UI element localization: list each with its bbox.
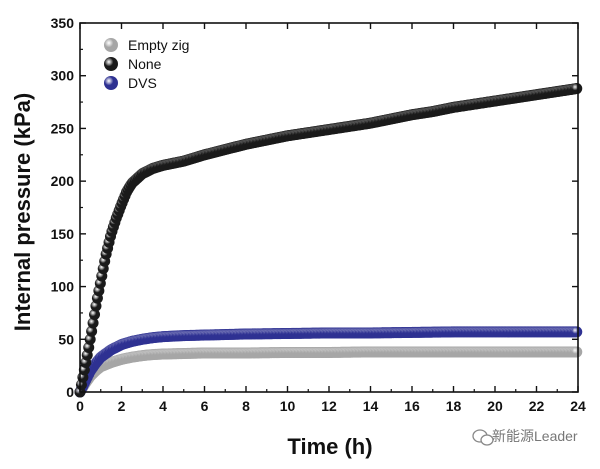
x-tick-label: 14 [363, 398, 379, 414]
x-tick-label: 8 [242, 398, 250, 414]
series-dvs [74, 326, 583, 398]
y-tick-label: 200 [51, 173, 75, 189]
x-axis-title: Time (h) [287, 434, 372, 459]
x-tick-label: 16 [404, 398, 420, 414]
x-tick-label: 12 [321, 398, 337, 414]
legend-label: None [128, 56, 162, 72]
x-tick-label: 24 [570, 398, 586, 414]
y-tick-label: 100 [51, 279, 75, 295]
x-tick-label: 20 [487, 398, 503, 414]
data-point [571, 346, 583, 358]
x-tick-label: 4 [159, 398, 167, 414]
data-point [571, 83, 583, 95]
x-tick-label: 6 [201, 398, 209, 414]
legend-marker [104, 76, 118, 90]
data-point [89, 309, 101, 321]
legend-marker [104, 57, 118, 71]
y-axis-title: Internal pressure (kPa) [10, 93, 35, 331]
legend-label: DVS [128, 75, 157, 91]
data-point [84, 333, 96, 345]
data-point [83, 342, 95, 354]
watermark: 新能源Leader [472, 428, 578, 446]
series-none [74, 83, 583, 398]
x-tick-label: 10 [280, 398, 296, 414]
y-tick-label: 300 [51, 68, 75, 84]
legend-item: Empty zig [104, 37, 189, 53]
y-tick-label: 250 [51, 120, 75, 136]
x-tick-label: 18 [446, 398, 462, 414]
plot-layer [74, 83, 583, 398]
legend-item: None [104, 56, 162, 72]
x-tick-label: 0 [76, 398, 84, 414]
x-tick-label: 2 [118, 398, 126, 414]
legend-item: DVS [104, 75, 157, 91]
legend-marker [104, 38, 118, 52]
data-point [87, 317, 99, 329]
x-tick-label: 22 [529, 398, 545, 414]
data-point [571, 326, 583, 338]
y-tick-label: 0 [66, 384, 74, 400]
data-point [86, 325, 98, 337]
axes-layer: 0 2 4 6 8 10 12 14 16 18 20 22 240501001502002503003… [51, 15, 586, 414]
watermark-text: 新能源Leader [492, 428, 578, 444]
y-tick-label: 350 [51, 15, 75, 31]
y-tick-label: 150 [51, 226, 75, 242]
legend: Empty zig None DVS [104, 37, 189, 91]
y-tick-label: 50 [58, 331, 74, 347]
legend-label: Empty zig [128, 37, 189, 53]
wechat-icon [472, 429, 494, 446]
